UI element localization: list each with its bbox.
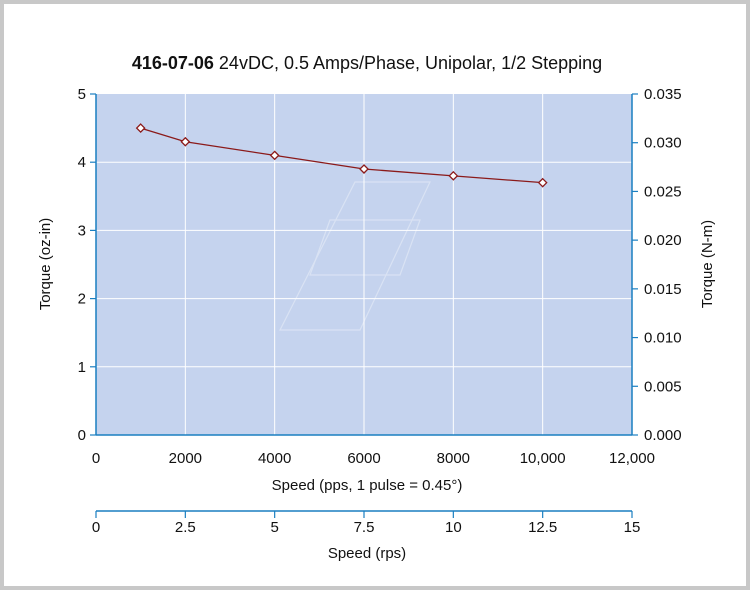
y-axis-label-right: Torque (N-m) [699,220,716,308]
x-tick-label: 4000 [258,450,291,467]
y-tick-label-right: 0.005 [644,378,682,395]
secondary-x-tick-label: 5 [270,519,278,536]
x-tick-label: 2000 [169,450,202,467]
x-tick-label: 8000 [437,450,470,467]
secondary-x-tick-label: 2.5 [175,519,196,536]
y-tick-label-left: 2 [78,291,86,308]
series-line [140,127,543,184]
y-axis-label-left: Torque (oz-in) [37,218,54,311]
y-tick-label-left: 0 [78,427,86,444]
y-tick-label-left: 4 [78,154,86,171]
y-tick-label-left: 3 [78,222,86,239]
data-point [180,136,191,147]
secondary-x-tick-label: 15 [624,519,641,536]
y-tick-label-right: 0.025 [644,183,682,200]
x-axis-label: Speed (pps, 1 pulse = 0.45°) [272,477,463,494]
y-tick-label-right: 0.030 [644,135,682,152]
data-point [448,170,459,181]
secondary-x-tick-label: 10 [445,519,462,536]
y-tick-label-right: 0.020 [644,232,682,249]
secondary-x-tick-label: 7.5 [354,519,375,536]
secondary-x-tick-label: 12.5 [528,519,557,536]
chart-title-bold: 416-07-06 [132,53,214,73]
secondary-x-tick-label: 0 [92,519,100,536]
secondary-x-axis-label: Speed (rps) [328,545,406,562]
data-point [135,123,146,134]
data-point [537,177,548,188]
x-tick-label: 6000 [347,450,380,467]
y-tick-label-right: 0.035 [644,86,682,103]
watermark-shape [309,219,421,276]
data-point [269,150,280,161]
x-tick-label: 0 [92,450,100,467]
x-tick-label: 12,000 [609,450,655,467]
y-tick-label-left: 5 [78,86,86,103]
y-tick-label-right: 0.010 [644,330,682,347]
watermark-logo [279,181,431,331]
y-tick-label-right: 0.015 [644,281,682,298]
x-tick-label: 10,000 [520,450,566,467]
y-tick-label-right: 0.000 [644,427,682,444]
chart-title: 416-07-06 24vDC, 0.5 Amps/Phase, Unipola… [132,53,602,73]
y-tick-label-left: 1 [78,359,86,376]
watermark-shape [279,181,431,331]
chart-title-rest: 24vDC, 0.5 Amps/Phase, Unipolar, 1/2 Ste… [214,53,602,73]
data-point [359,164,369,174]
